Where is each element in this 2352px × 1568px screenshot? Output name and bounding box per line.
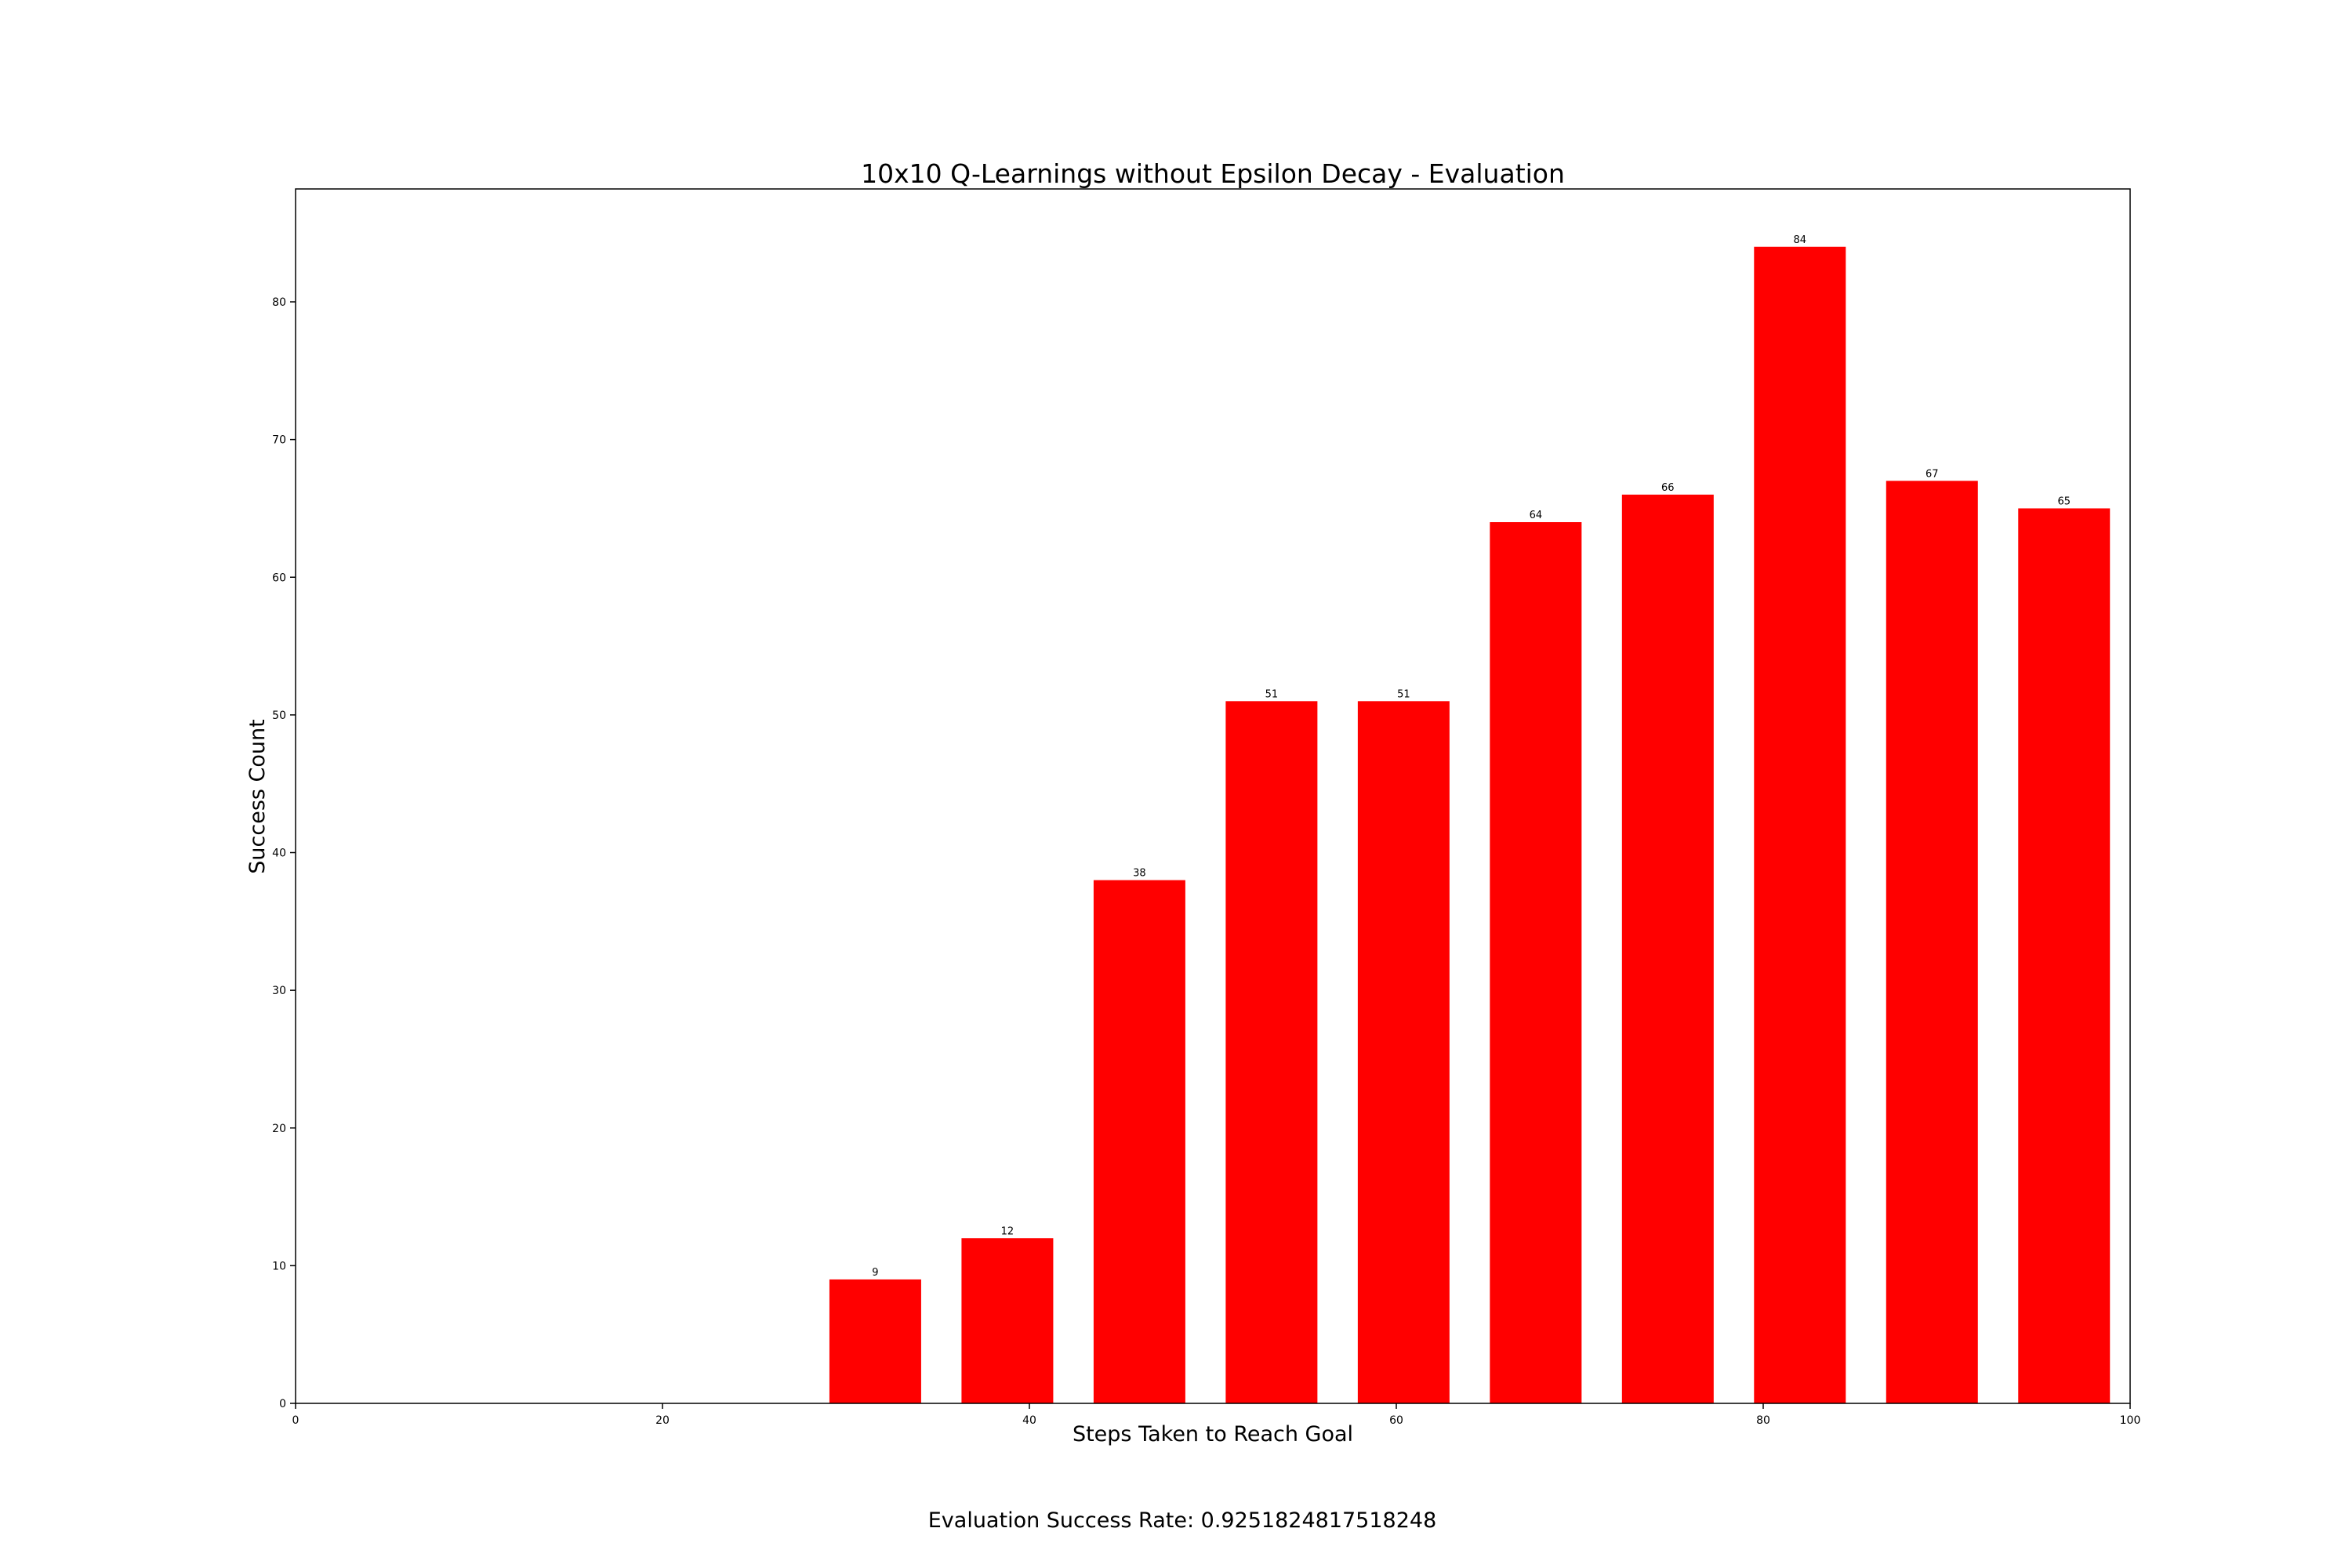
y-axis-ticks: 0 10 20 30 40 50 60 70 80 xyxy=(272,296,296,1410)
bar-labels: 9 12 38 51 51 64 66 84 67 65 xyxy=(872,234,2071,1279)
bar-value-label-5: 51 xyxy=(1397,688,1410,700)
bar-7 xyxy=(1621,494,1714,1404)
bar-value-label-6: 64 xyxy=(1530,510,1543,521)
y-tick-label: 50 xyxy=(272,710,286,722)
y-tick-label: 60 xyxy=(272,572,286,584)
x-axis-ticks: 0 20 40 60 80 100 xyxy=(292,1403,2141,1427)
bar-value-label-1: 9 xyxy=(872,1267,878,1279)
bar-8 xyxy=(1754,246,1846,1403)
x-axis-label: Steps Taken to Reach Goal xyxy=(1073,1422,1353,1446)
chart-title: 10x10 Q-Learnings without Epsilon Decay … xyxy=(861,158,1565,189)
x-tick-label: 100 xyxy=(2120,1414,2141,1427)
bar-value-label-8: 84 xyxy=(1794,234,1807,246)
footer-success-rate: Evaluation Success Rate: 0.9251824817518… xyxy=(928,1508,1437,1533)
bar-value-label-10: 65 xyxy=(2057,495,2071,507)
bar-value-label-3: 38 xyxy=(1133,868,1146,880)
y-axis-label: Success Count xyxy=(245,719,270,873)
y-tick-label: 80 xyxy=(272,296,286,309)
y-tick-label: 0 xyxy=(279,1398,286,1410)
axes-frame xyxy=(295,188,2131,1404)
x-tick-label: 40 xyxy=(1022,1414,1036,1427)
bar-6 xyxy=(1490,522,1582,1404)
bar-3 xyxy=(1093,880,1185,1403)
y-tick-label: 30 xyxy=(272,985,286,997)
y-tick-label: 40 xyxy=(272,848,286,860)
y-tick-label: 70 xyxy=(272,434,286,447)
bar-2 xyxy=(961,1238,1054,1403)
bar-value-label-4: 51 xyxy=(1265,688,1279,700)
plot-area: 9 12 38 51 51 64 66 84 67 65 0 20 40 60 80 100 0 10 20 30… xyxy=(272,188,2141,1427)
x-tick-label: 60 xyxy=(1389,1414,1403,1427)
x-tick-label: 0 xyxy=(292,1414,299,1427)
bar-9 xyxy=(1886,481,1978,1403)
bars xyxy=(829,246,2111,1404)
y-tick-label: 20 xyxy=(272,1123,286,1135)
x-tick-label: 80 xyxy=(1756,1414,1770,1427)
x-tick-label: 20 xyxy=(655,1414,670,1427)
bar-1 xyxy=(829,1279,921,1403)
bar-value-label-9: 67 xyxy=(1926,468,1939,480)
bar-4 xyxy=(1225,701,1318,1403)
bar-10 xyxy=(2018,508,2111,1403)
bar-5 xyxy=(1357,701,1450,1403)
bar-value-label-7: 66 xyxy=(1661,482,1675,494)
bar-value-label-2: 12 xyxy=(1001,1225,1014,1237)
y-tick-label: 10 xyxy=(272,1260,286,1272)
